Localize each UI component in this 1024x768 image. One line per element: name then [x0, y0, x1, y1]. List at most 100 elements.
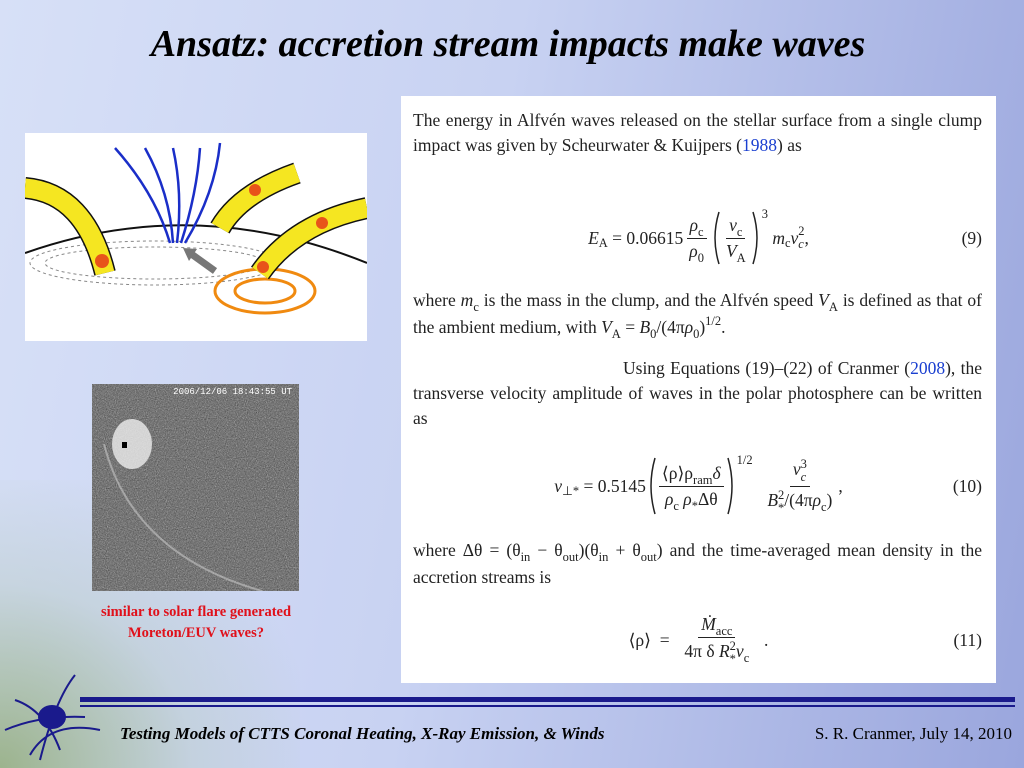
text-run: out [562, 550, 579, 564]
text-run: )(θ [578, 540, 599, 560]
text-run: ⟨ρ⟩ρ [661, 462, 694, 483]
text-run: B [767, 489, 779, 510]
text-run: similar to solar flare generated [100, 604, 292, 620]
text-run: * [691, 498, 698, 513]
text-run: m [772, 227, 785, 248]
text-run: c [798, 237, 804, 251]
text-run: ⟨ρ⟩ [628, 629, 651, 650]
text-run: * [729, 652, 736, 666]
text-run: 0 [697, 250, 704, 265]
paren [650, 457, 656, 515]
text-run: c [800, 469, 807, 484]
text-run: 1/2 [705, 314, 722, 328]
text-run: , [838, 475, 843, 496]
text-run: ρ [812, 489, 821, 510]
text-run: 0.5145 [597, 475, 646, 496]
text-run: V [601, 317, 612, 337]
math-group: Ṁacc 4π δ R 2 * vc [681, 614, 752, 666]
footer-author-date: S. R. Cranmer, July 14, 2010 [814, 724, 1012, 743]
text-run: = [620, 317, 640, 337]
text-run: ρ [684, 317, 694, 337]
text-run: Using Equations (19)–(22) of Cranmer ( [623, 358, 911, 378]
paren [751, 211, 758, 265]
text-run: 0.06615 [626, 227, 684, 248]
text-run: , [804, 227, 809, 248]
text-run: is the mass in the clump, and the Alfvén… [478, 290, 819, 310]
text-run: . [764, 629, 769, 650]
text-run: in [598, 550, 609, 564]
text-run: /(4π [784, 489, 813, 510]
text-run: ), the transverse velocity amplitude of … [413, 358, 982, 428]
text-run: V [818, 290, 829, 310]
text-run: ρ [678, 488, 692, 509]
text-run: Ṁ [701, 614, 716, 634]
text-run: * [778, 500, 785, 515]
text-run: ρ [689, 214, 699, 235]
text-run: = [659, 629, 670, 650]
text-run: ⊥* [562, 484, 580, 498]
paren [714, 211, 720, 265]
text-run: ρ [689, 240, 698, 261]
text-run: c [743, 651, 750, 666]
text-run: 2 [729, 639, 736, 653]
text-run: 2008 [910, 358, 946, 378]
text-run: 3 [800, 456, 807, 471]
text-run: v [729, 214, 737, 235]
text-run: (10) [952, 475, 982, 496]
image-caption: similar to solar flare generated Moreton/… [60, 602, 332, 644]
text-run: 2 [798, 224, 805, 238]
text-run: (9) [961, 227, 982, 248]
text-run: = [583, 475, 594, 496]
text-run: ) as [777, 135, 802, 155]
text-run: c [473, 300, 479, 314]
text-run: B [639, 317, 651, 337]
equation: v ⊥* = 0.5145 ⟨ρ⟩ρramδ ρc ρ*Δθ 1/2 v 3 c B 2 * /… [401, 448, 996, 524]
text-run: out [640, 550, 657, 564]
text-run: 3 [761, 206, 768, 221]
paper-excerpt: The energy in Alfvén waves released on t… [401, 96, 996, 683]
text-run: v [790, 227, 799, 248]
text-run: A [611, 327, 621, 341]
text-run: Moreton/EUV waves? [128, 625, 264, 641]
impact-diagram [25, 133, 367, 341]
text-run: c [820, 499, 827, 514]
text-run: in [520, 550, 531, 564]
equation: ⟨ρ⟩ = Ṁacc 4π δ R 2 * vc . (11) [401, 606, 996, 674]
text-run: . [721, 317, 726, 337]
footer-decoration [4, 674, 1015, 761]
text-run: where Δθ = (θ [413, 540, 521, 560]
text-run: is defined as that of the ambient medium… [413, 290, 982, 337]
text-run: c [784, 235, 791, 250]
text-run: v [554, 475, 563, 496]
text-run: m [460, 290, 474, 310]
text-run: 1988 [742, 135, 778, 155]
text-run: 4π δ [684, 641, 719, 662]
text-run: ram [693, 472, 713, 487]
text-run: − θ [530, 540, 563, 560]
text-run: = [612, 227, 623, 248]
text-run: v [735, 641, 744, 662]
paragraph: where mc is the mass in the clump, and t… [413, 288, 982, 342]
text-run: E [588, 227, 599, 248]
text-run: The energy in Alfvén waves released on t… [413, 110, 982, 155]
text-run: + θ [608, 540, 641, 560]
text-run: A [828, 300, 838, 314]
text-run: ) [699, 317, 706, 337]
paragraph: Using Equations (19)–(22) of Cranmer (20… [413, 356, 982, 431]
text-run: c [698, 224, 704, 239]
text-run: V [725, 240, 737, 261]
math-group: 2 * [778, 488, 785, 515]
math-group: ρc ρ0 [686, 214, 707, 265]
text-run: Δθ [697, 488, 718, 509]
text-run: /(4π [656, 317, 685, 337]
footer-title: Testing Models of CTTS Coronal Heating, … [120, 724, 605, 743]
text-run: c [736, 224, 743, 239]
text-run: (11) [953, 629, 982, 650]
text-run: v [792, 458, 801, 479]
text-run: ) [826, 489, 833, 510]
math-group: vc VA [723, 214, 749, 265]
